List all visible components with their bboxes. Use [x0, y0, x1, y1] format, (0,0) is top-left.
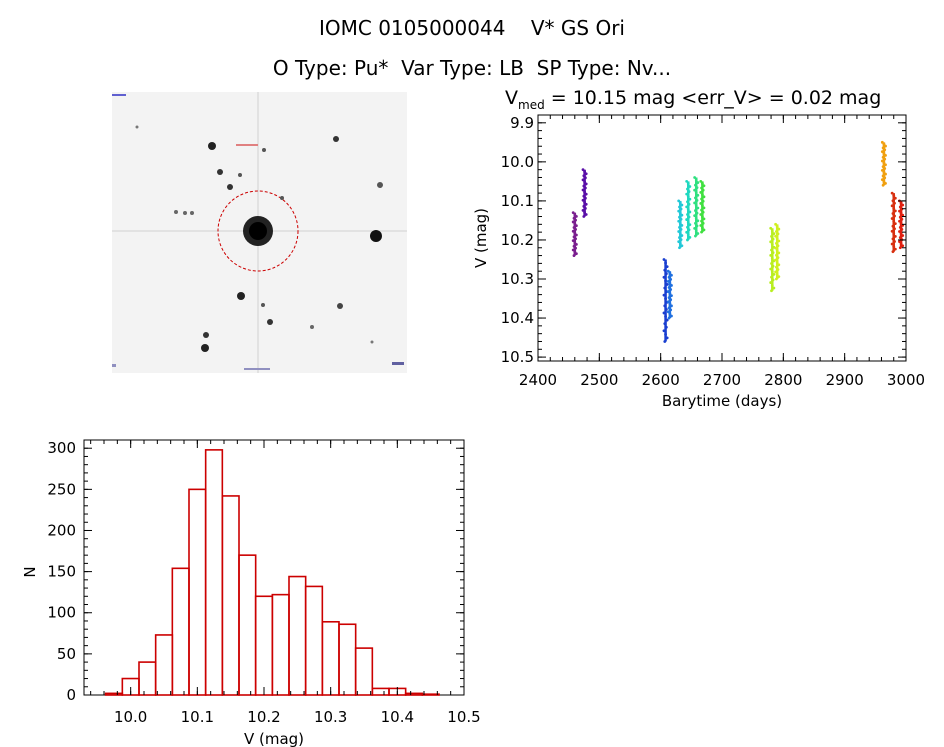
histogram-bar: [321, 620, 340, 696]
histogram-xlabel: V (mag): [244, 730, 304, 747]
page-title: IOMC 0105000044 V* GS Ori: [318, 16, 625, 40]
histogram-bar: [421, 693, 440, 696]
light-curve-chart: Vmed = 10.15 mag <err_V> = 0.02 mag 2400…: [472, 87, 925, 410]
light-curve-ytick-label: 10.1: [501, 192, 534, 210]
histogram-xtick-label: 10.3: [314, 708, 347, 726]
histogram-bar: [154, 634, 174, 696]
histogram-bar: [204, 449, 224, 696]
light-curve-xtick-label: 2400: [519, 371, 557, 389]
histogram-xtick-label: 10.0: [114, 708, 147, 726]
light-curve-ytick-label: 10.0: [501, 153, 534, 171]
histogram-ytick-label: 150: [47, 563, 76, 581]
histogram-xtick-label: 10.5: [447, 708, 480, 726]
light-curve-ytick-label: 10.2: [501, 231, 534, 249]
histogram-bar: [188, 488, 207, 696]
histogram-bar: [288, 575, 307, 696]
histogram-ytick-label: 50: [57, 645, 76, 663]
histogram-chart: 10.0 10.1 10.2 10.3 10.4 10.5 0 50 100 150 200 250 3…: [21, 439, 481, 747]
histogram-bar: [338, 623, 357, 696]
light-curve-title: Vmed = 10.15 mag <err_V> = 0.02 mag: [505, 87, 881, 112]
light-curve-ticks: 2400 2500 2600 2700 2800 2900 3000 9.9 10.0 10.1 1…: [501, 114, 926, 389]
light-curve-ylabel: V (mag): [472, 208, 490, 268]
light-curve-xlabel: Barytime (days): [662, 392, 782, 410]
light-curve-points: [571, 140, 905, 343]
histogram-xtick-label: 10.2: [247, 708, 280, 726]
light-curve-xtick-label: 2500: [580, 371, 618, 389]
histogram-ytick-label: 0: [66, 686, 76, 704]
histogram-bar: [304, 585, 324, 696]
light-curve-xtick-label: 2800: [764, 371, 802, 389]
light-curve-xtick-label: 2700: [703, 371, 741, 389]
light-curve-ytick-label: 10.4: [501, 309, 534, 327]
histogram-bar: [221, 495, 240, 696]
histogram-bar: [371, 687, 390, 696]
histogram-ticks: 10.0 10.1 10.2 10.3 10.4 10.5 0 50 100 150 200 250 3…: [47, 439, 480, 726]
light-curve-ytick-label: 10.5: [501, 348, 534, 366]
histogram-bar: [104, 692, 124, 696]
histogram-frame: [83, 439, 465, 696]
light-curve-xtick-label: 2600: [642, 371, 680, 389]
histogram-ytick-label: 250: [47, 480, 76, 498]
histogram-bar: [354, 647, 374, 696]
histogram-ytick-label: 100: [47, 604, 76, 622]
histogram-xtick-label: 10.1: [181, 708, 214, 726]
histogram-bar: [254, 595, 274, 696]
histogram-bar: [171, 567, 190, 696]
page-subtitle: O Type: Pu* Var Type: LB SP Type: Nv...: [272, 56, 672, 80]
histogram-bar: [271, 593, 290, 696]
light-curve-ytick-label: 10.3: [501, 270, 534, 288]
histogram-bar: [238, 554, 257, 696]
histogram-bar: [404, 692, 424, 696]
histogram-bar: [138, 661, 157, 696]
histogram-ylabel: N: [21, 566, 39, 577]
light-curve-ytick-label: 9.9: [510, 114, 534, 132]
histogram-ytick-label: 200: [47, 521, 76, 539]
star-field-icon: [112, 92, 407, 373]
histogram-bars: [104, 449, 440, 696]
light-curve-xtick-label: 2900: [826, 371, 864, 389]
histogram-ytick-label: 300: [47, 439, 76, 457]
light-curve-frame: [537, 114, 907, 362]
histogram-xtick-label: 10.4: [381, 708, 414, 726]
light-curve-xtick-label: 3000: [887, 371, 925, 389]
star-field-image: [112, 92, 407, 373]
